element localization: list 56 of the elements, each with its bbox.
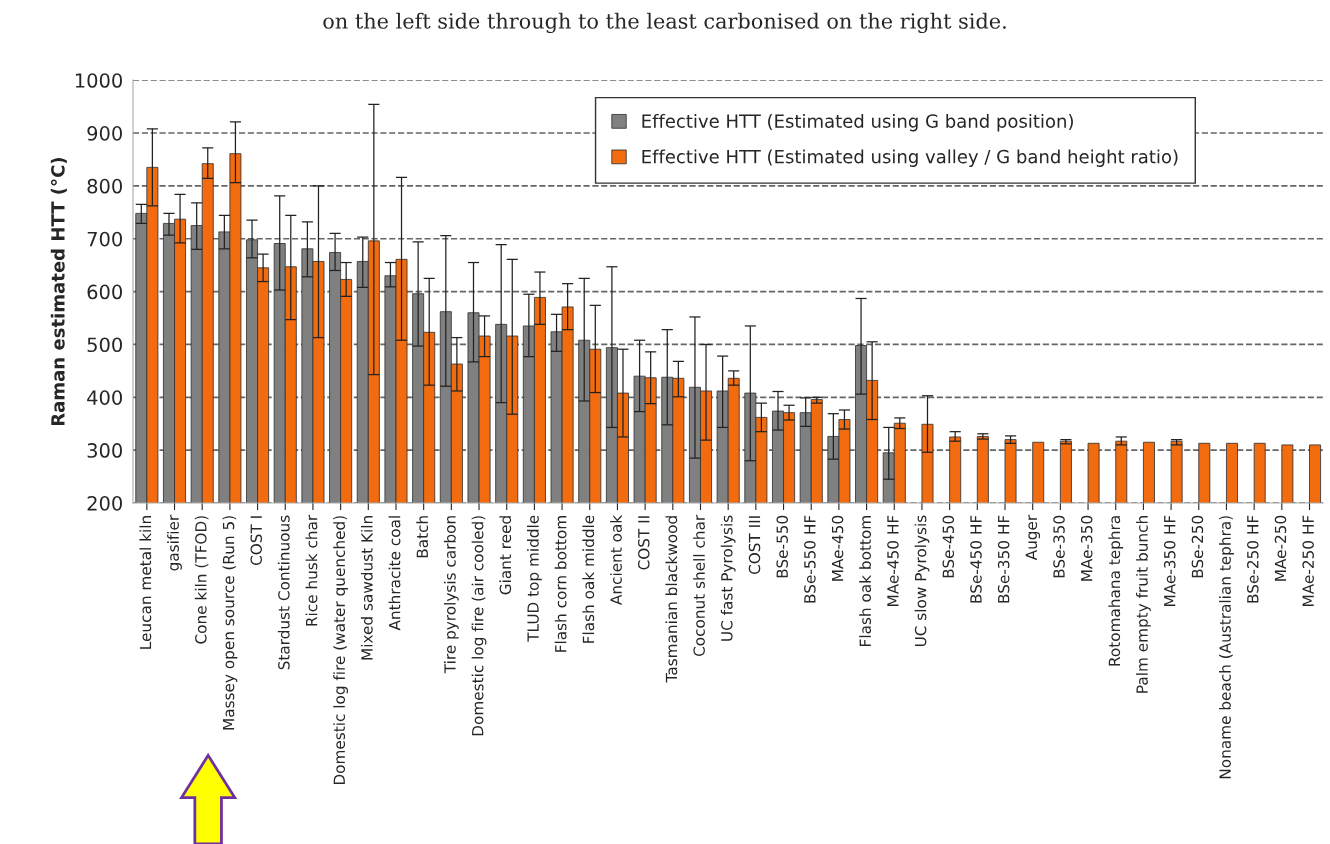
x-tick-label: COST III bbox=[748, 516, 761, 575]
x-tick-label: UC slow Pyrolysis bbox=[914, 515, 930, 647]
x-tick-label: Stardust Continuous bbox=[277, 515, 290, 670]
x-tick-label: BSe-450 HF bbox=[970, 515, 982, 603]
x-tick-label: Flash oak middle bbox=[582, 515, 595, 643]
x-tick-label: MAe-450 bbox=[831, 515, 844, 581]
x-tick-label: BSe-250 HF bbox=[1247, 515, 1259, 603]
y-tick-label: 800 bbox=[87, 178, 122, 194]
x-tick-label: Noname beach (Australian tephra) bbox=[1219, 516, 1234, 779]
x-tick-label: MAe-250 HF bbox=[1302, 515, 1314, 606]
x-tick-label: Rotomahana tephra bbox=[1108, 516, 1124, 666]
x-tick-label: Coconut shell char bbox=[693, 514, 705, 657]
y-tick-label: 300 bbox=[87, 443, 122, 458]
y-tick-label: 400 bbox=[87, 390, 122, 405]
x-tick-label: UC fast Pyrolysis bbox=[720, 515, 736, 641]
x-tick-label: Flash oak bottom bbox=[859, 516, 872, 646]
x-tick-label: BSe-250 bbox=[1191, 515, 1204, 578]
x-tick-label: Tasmanian blackwood bbox=[665, 516, 678, 683]
y-tick-label: 200 bbox=[87, 495, 122, 511]
x-tick-label: MAe-350 HF bbox=[1163, 515, 1176, 606]
x-tick-label: Massey open source (Run 5) bbox=[222, 516, 238, 730]
x-tick-label: Domestic log fire (water quenched) bbox=[333, 516, 349, 785]
y-tick-label: 700 bbox=[87, 231, 122, 247]
x-tick-label: Rice husk char bbox=[305, 514, 318, 626]
text: on the left side through to the least carbonised on the right side. bbox=[323, 12, 1006, 34]
x-tick-label: Mixed sawdust Kiln bbox=[360, 516, 373, 660]
y-tick-label: 500 bbox=[87, 337, 122, 353]
x-tick-label: COST II bbox=[638, 516, 650, 570]
x-tick-label: Leucan metal kiln bbox=[139, 516, 152, 649]
x-tick-label: BSe-550 HF bbox=[804, 515, 816, 603]
x-tick-label: Ancient oak bbox=[610, 514, 622, 605]
x-tick-label: Giant reed bbox=[499, 516, 512, 595]
x-tick-label: Domestic log fire (air cooled) bbox=[471, 516, 487, 736]
x-tick-label: Flash corn bottom bbox=[554, 516, 567, 652]
x-tick-label: BSe-550 bbox=[776, 515, 788, 578]
x-tick-label: Batch bbox=[416, 516, 429, 558]
x-tick-label: gasifier bbox=[167, 514, 182, 571]
x-tick-label: Tire pyrolysis carbon bbox=[443, 516, 459, 674]
y-tick-label: 900 bbox=[87, 125, 122, 141]
x-tick-label: BSe-350 HF bbox=[997, 515, 1010, 603]
x-tick-label: Cone kiln (TFOD) bbox=[194, 516, 209, 644]
x-tick-label: TLUD top middle bbox=[527, 515, 542, 642]
x-tick-label: MAe-450 HF bbox=[887, 515, 899, 606]
x-tick-label: MAe-250 bbox=[1274, 515, 1287, 581]
x-tick-label: Auger bbox=[1025, 514, 1041, 561]
x-tick-label: MAe-350 bbox=[1080, 515, 1093, 581]
x-tick-label: Palm empty fruit bunch bbox=[1136, 516, 1151, 693]
y-axis-title: Raman estimated HTT (°C) bbox=[50, 157, 67, 426]
x-tick-label: COST I bbox=[250, 516, 262, 566]
x-tick-label: BSe-450 bbox=[942, 515, 955, 578]
x-tick-label: BSe-350 bbox=[1053, 515, 1065, 578]
y-tick-label: 600 bbox=[87, 284, 122, 300]
legend-label: Effective HTT (Estimated using G band position) bbox=[642, 113, 1073, 132]
y-tick-label: 1000 bbox=[75, 73, 122, 88]
legend-label: Effective HTT (Estimated using valley / G band height ratio) bbox=[642, 149, 1178, 167]
x-tick-label: Anthracite coal bbox=[388, 516, 401, 631]
